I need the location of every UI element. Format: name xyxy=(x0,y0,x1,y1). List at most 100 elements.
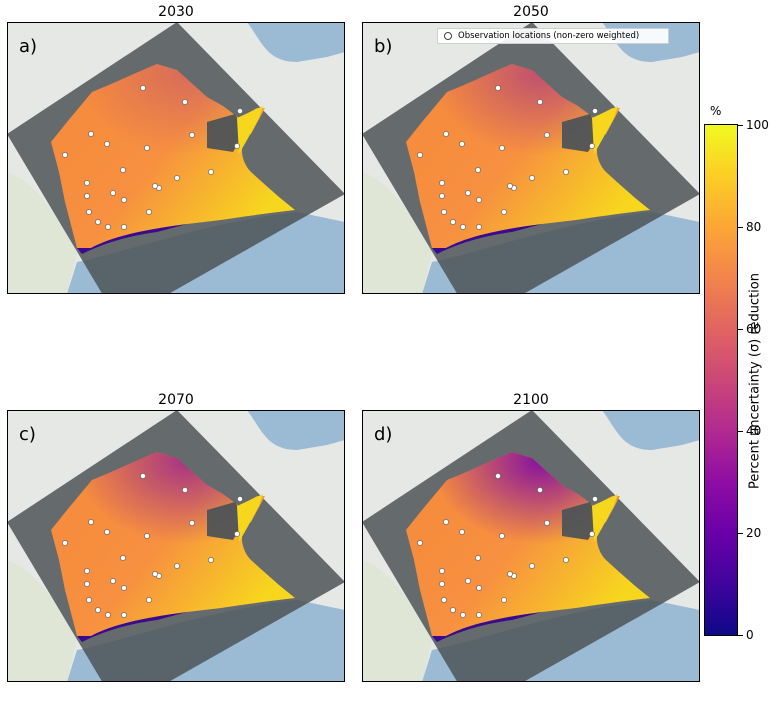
observation-point xyxy=(499,145,505,151)
observation-point xyxy=(182,487,188,493)
observation-point xyxy=(152,183,158,189)
observation-point xyxy=(465,190,471,196)
map-panel-d: 2100 d) xyxy=(362,392,700,682)
observation-point xyxy=(589,531,595,537)
observation-point xyxy=(121,197,127,203)
observation-point xyxy=(88,131,94,137)
map: a) xyxy=(7,22,345,294)
observation-point xyxy=(104,529,110,535)
observation-point xyxy=(563,169,569,175)
observation-point xyxy=(475,167,481,173)
inner-grey-area xyxy=(562,114,600,152)
colorbar-tick-label: 0 xyxy=(746,628,754,642)
observation-point xyxy=(501,597,507,603)
observation-point xyxy=(174,563,180,569)
observation-point xyxy=(146,209,152,215)
uncertainty-reduction-low-zone xyxy=(51,452,295,636)
panel-label: d) xyxy=(374,424,392,445)
observation-point xyxy=(121,585,127,591)
observation-point xyxy=(62,540,68,546)
observation-point xyxy=(476,612,482,618)
sea-north xyxy=(167,410,345,450)
observation-point xyxy=(439,180,445,186)
observation-point xyxy=(460,612,466,618)
observation-point xyxy=(495,473,501,479)
observation-point xyxy=(237,108,243,114)
observation-point xyxy=(121,612,127,618)
observation-point xyxy=(110,190,116,196)
observation-point xyxy=(208,557,214,563)
observation-point xyxy=(140,473,146,479)
observation-point xyxy=(439,193,445,199)
land-hills xyxy=(362,172,432,294)
observation-point xyxy=(84,180,90,186)
observation-point xyxy=(140,85,146,91)
observation-point xyxy=(592,496,598,502)
coastal-low-reduction-band xyxy=(432,224,542,254)
observation-point xyxy=(439,568,445,574)
land-hills xyxy=(362,560,432,682)
sea-north xyxy=(522,410,700,450)
colorbar-tick-label: 100 xyxy=(746,118,769,132)
observation-point xyxy=(460,224,466,230)
coastal-low-reduction-band xyxy=(77,612,187,642)
colorbar-tick-label: 80 xyxy=(746,220,762,234)
panel-title: 2050 xyxy=(513,4,549,20)
observation-point xyxy=(443,519,449,525)
observation-point xyxy=(450,219,456,225)
observation-point xyxy=(475,555,481,561)
colorbar-tick-label: 40 xyxy=(746,424,762,438)
colorbar-tick xyxy=(738,635,743,636)
observation-point xyxy=(544,132,550,138)
panel-title: 2030 xyxy=(158,4,194,20)
colorbar-tick xyxy=(738,125,743,126)
panel-label: a) xyxy=(19,36,37,57)
inner-grey-area xyxy=(562,502,600,540)
uncertainty-reduction-low-zone xyxy=(51,64,295,248)
colorbar-tick-label: 60 xyxy=(746,322,762,336)
observation-point xyxy=(105,612,111,618)
observation-point xyxy=(182,99,188,105)
map-frame xyxy=(7,410,345,682)
high-reduction-strip xyxy=(237,494,263,542)
observation-point xyxy=(120,167,126,173)
map-panel-b: 2050 b) xyxy=(362,4,700,294)
observation-point xyxy=(208,169,214,175)
observation-point xyxy=(441,597,447,603)
observation-point xyxy=(146,597,152,603)
map-legend: Observation locations (non-zero weighted… xyxy=(437,28,669,44)
observation-point xyxy=(144,533,150,539)
colorbar-tick-label: 20 xyxy=(746,526,762,540)
observation-point xyxy=(234,531,240,537)
coastal-low-reduction-band xyxy=(77,224,187,254)
observation-point xyxy=(563,557,569,563)
panel-label: c) xyxy=(19,424,36,445)
observation-point xyxy=(84,193,90,199)
colorbar-tick xyxy=(738,227,743,228)
observation-point xyxy=(459,529,465,535)
observation-point xyxy=(84,581,90,587)
map: b) xyxy=(362,22,700,294)
observation-point xyxy=(95,219,101,225)
observation-point xyxy=(476,197,482,203)
observation-point xyxy=(501,209,507,215)
observation-point xyxy=(476,585,482,591)
map-panel-a: 2030 a) xyxy=(7,4,345,294)
observation-point xyxy=(417,540,423,546)
observation-point xyxy=(144,145,150,151)
map-panel-c: 2070 c) xyxy=(7,392,345,682)
colorbar-tick xyxy=(738,329,743,330)
observation-point xyxy=(152,571,158,577)
observation-point xyxy=(495,85,501,91)
observation-point xyxy=(537,99,543,105)
colorbar-tick xyxy=(738,431,743,432)
observation-point xyxy=(443,131,449,137)
colorbar-title-text: Percent uncertainty (σ) reduction xyxy=(747,273,763,489)
uncertainty-reduction-low-zone xyxy=(406,452,650,636)
observation-point xyxy=(121,224,127,230)
observation-point xyxy=(529,563,535,569)
observation-point xyxy=(104,141,110,147)
observation-point xyxy=(417,152,423,158)
observation-point xyxy=(450,607,456,613)
map-frame xyxy=(7,22,345,294)
